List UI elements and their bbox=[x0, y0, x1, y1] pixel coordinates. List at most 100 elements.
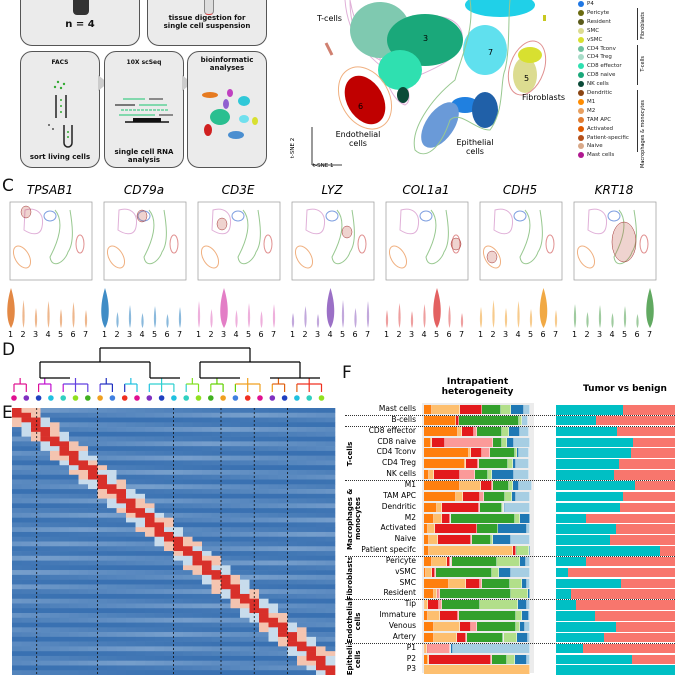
heatmap-cell bbox=[116, 546, 127, 552]
heatmap-cell bbox=[135, 636, 146, 642]
heatmap-cell bbox=[21, 570, 32, 576]
heatmap-cell bbox=[97, 627, 108, 633]
heatmap-cell bbox=[202, 469, 212, 476]
heatmap-cell bbox=[31, 450, 41, 456]
heatmap-cell bbox=[173, 598, 184, 604]
heatmap-cell bbox=[259, 617, 269, 623]
heatmap-cell bbox=[164, 622, 174, 628]
heatmap-cell bbox=[164, 598, 174, 604]
heatmap-cell bbox=[202, 493, 212, 499]
heatmap-cell bbox=[183, 555, 193, 561]
heatmap-cell bbox=[268, 489, 279, 495]
scseq-caption: single cell RNA analysis bbox=[114, 148, 174, 164]
benign-bar bbox=[595, 611, 675, 621]
legend-swatch bbox=[578, 125, 584, 132]
heatmap-cell bbox=[78, 508, 89, 514]
heatmap-cell bbox=[78, 536, 89, 542]
heatmap-cell bbox=[278, 441, 288, 447]
violin bbox=[116, 312, 119, 328]
heatmap-cell bbox=[211, 474, 222, 480]
group-divider bbox=[345, 414, 675, 416]
heatmap-cell bbox=[297, 584, 307, 590]
heatmap-cell bbox=[126, 427, 136, 433]
heatmap-cell bbox=[287, 522, 298, 528]
heatmap-cell bbox=[126, 441, 136, 447]
heatmap-cell bbox=[306, 555, 317, 561]
heatmap-cell bbox=[116, 450, 127, 456]
heatmap-cell bbox=[325, 555, 336, 561]
heatmap-cell bbox=[59, 489, 70, 495]
heatmap-cell bbox=[88, 551, 98, 557]
heatmap-cell bbox=[107, 660, 117, 666]
heatmap-cell bbox=[50, 598, 60, 604]
heatmap-cell bbox=[78, 503, 89, 509]
heatmap-cell bbox=[306, 474, 317, 480]
heatmap-cell bbox=[97, 436, 108, 442]
heatmap-cell bbox=[12, 660, 22, 666]
heatmap-cell bbox=[50, 455, 60, 461]
heatmap-cell bbox=[240, 441, 250, 447]
bcell-outline bbox=[419, 210, 433, 222]
heatmap-cell bbox=[306, 632, 317, 638]
patient-segment bbox=[502, 502, 504, 512]
violin bbox=[153, 306, 157, 328]
heatmap-cell bbox=[135, 408, 146, 414]
heatmap-cell bbox=[325, 589, 336, 595]
heatmap-cell bbox=[154, 641, 165, 647]
heatmap-cell bbox=[21, 450, 32, 456]
heatmap-cell bbox=[211, 408, 222, 414]
heatmap-cell bbox=[240, 574, 250, 580]
heatmap-cell bbox=[287, 455, 298, 461]
heatmap-cell bbox=[116, 579, 127, 585]
epithelial-outline bbox=[49, 209, 73, 265]
heatmap-cell bbox=[221, 641, 231, 647]
heatmap-cell bbox=[240, 531, 250, 538]
heatmap-cell bbox=[59, 484, 70, 490]
heatmap-cell bbox=[230, 422, 241, 428]
heatmap-cell bbox=[145, 450, 155, 456]
heatmap-cell bbox=[59, 417, 70, 423]
patient-segment bbox=[424, 611, 429, 621]
feature-plot bbox=[9, 201, 93, 281]
heatmap-cell bbox=[164, 551, 174, 557]
heatmap-cell bbox=[31, 622, 41, 628]
heatmap-cell bbox=[145, 412, 155, 418]
heatmap-cell bbox=[69, 584, 79, 590]
tumor-bar bbox=[556, 600, 577, 610]
heatmap-cell bbox=[59, 541, 70, 547]
violin bbox=[141, 313, 144, 328]
heatmap-cell bbox=[192, 450, 203, 456]
heatmap-cell bbox=[202, 584, 212, 590]
heatmap-cell bbox=[12, 436, 22, 442]
heatmap-cell bbox=[154, 536, 165, 542]
heatmap-cell bbox=[287, 517, 298, 523]
heatmap-cell bbox=[297, 536, 307, 542]
heatmap-cell bbox=[278, 431, 288, 437]
heatmap-cell bbox=[164, 670, 174, 675]
heatmap-cell bbox=[78, 589, 89, 595]
endothelial-outline bbox=[200, 245, 220, 269]
heatmap-cell bbox=[88, 546, 98, 552]
heatmap-cell bbox=[192, 455, 203, 461]
heatmap-cell bbox=[221, 670, 231, 675]
heatmap-cell bbox=[40, 622, 51, 628]
heatmap-cell bbox=[164, 541, 174, 547]
heatmap-cell bbox=[88, 465, 98, 471]
heatmap-cell bbox=[316, 469, 326, 476]
heatmap-cell bbox=[306, 641, 317, 647]
violin-tick: 1 bbox=[196, 330, 202, 339]
heatmap-cell bbox=[31, 593, 41, 600]
patient-segment bbox=[503, 502, 505, 512]
heatmap-cell bbox=[325, 665, 336, 671]
heatmap-cell bbox=[164, 427, 174, 433]
legend-item: Patient-specific bbox=[578, 134, 629, 141]
heatmap-cell bbox=[145, 589, 155, 595]
fibroblast-outline bbox=[545, 234, 555, 254]
heatmap-cell bbox=[268, 593, 279, 600]
heatmap-cell bbox=[259, 641, 269, 647]
heatmap-cell bbox=[306, 417, 317, 423]
heatmap-cell bbox=[12, 422, 22, 428]
heatmap-cell bbox=[306, 627, 317, 633]
expression-spot bbox=[20, 205, 32, 219]
legend-item: SMC bbox=[578, 27, 599, 34]
